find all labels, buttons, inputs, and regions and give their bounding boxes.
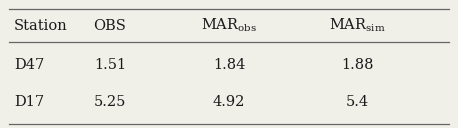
Text: 1.88: 1.88 — [341, 58, 373, 72]
Text: Station: Station — [14, 19, 67, 33]
Text: MAR$_\mathregular{obs}$: MAR$_\mathregular{obs}$ — [201, 17, 257, 34]
Text: MAR$_\mathregular{sim}$: MAR$_\mathregular{sim}$ — [329, 17, 386, 34]
Text: 5.4: 5.4 — [346, 95, 369, 109]
Text: D47: D47 — [14, 58, 44, 72]
Text: 4.92: 4.92 — [213, 95, 245, 109]
Text: 1.84: 1.84 — [213, 58, 245, 72]
Text: 1.51: 1.51 — [94, 58, 126, 72]
Text: OBS: OBS — [93, 19, 126, 33]
Text: 5.25: 5.25 — [94, 95, 126, 109]
Text: D17: D17 — [14, 95, 44, 109]
